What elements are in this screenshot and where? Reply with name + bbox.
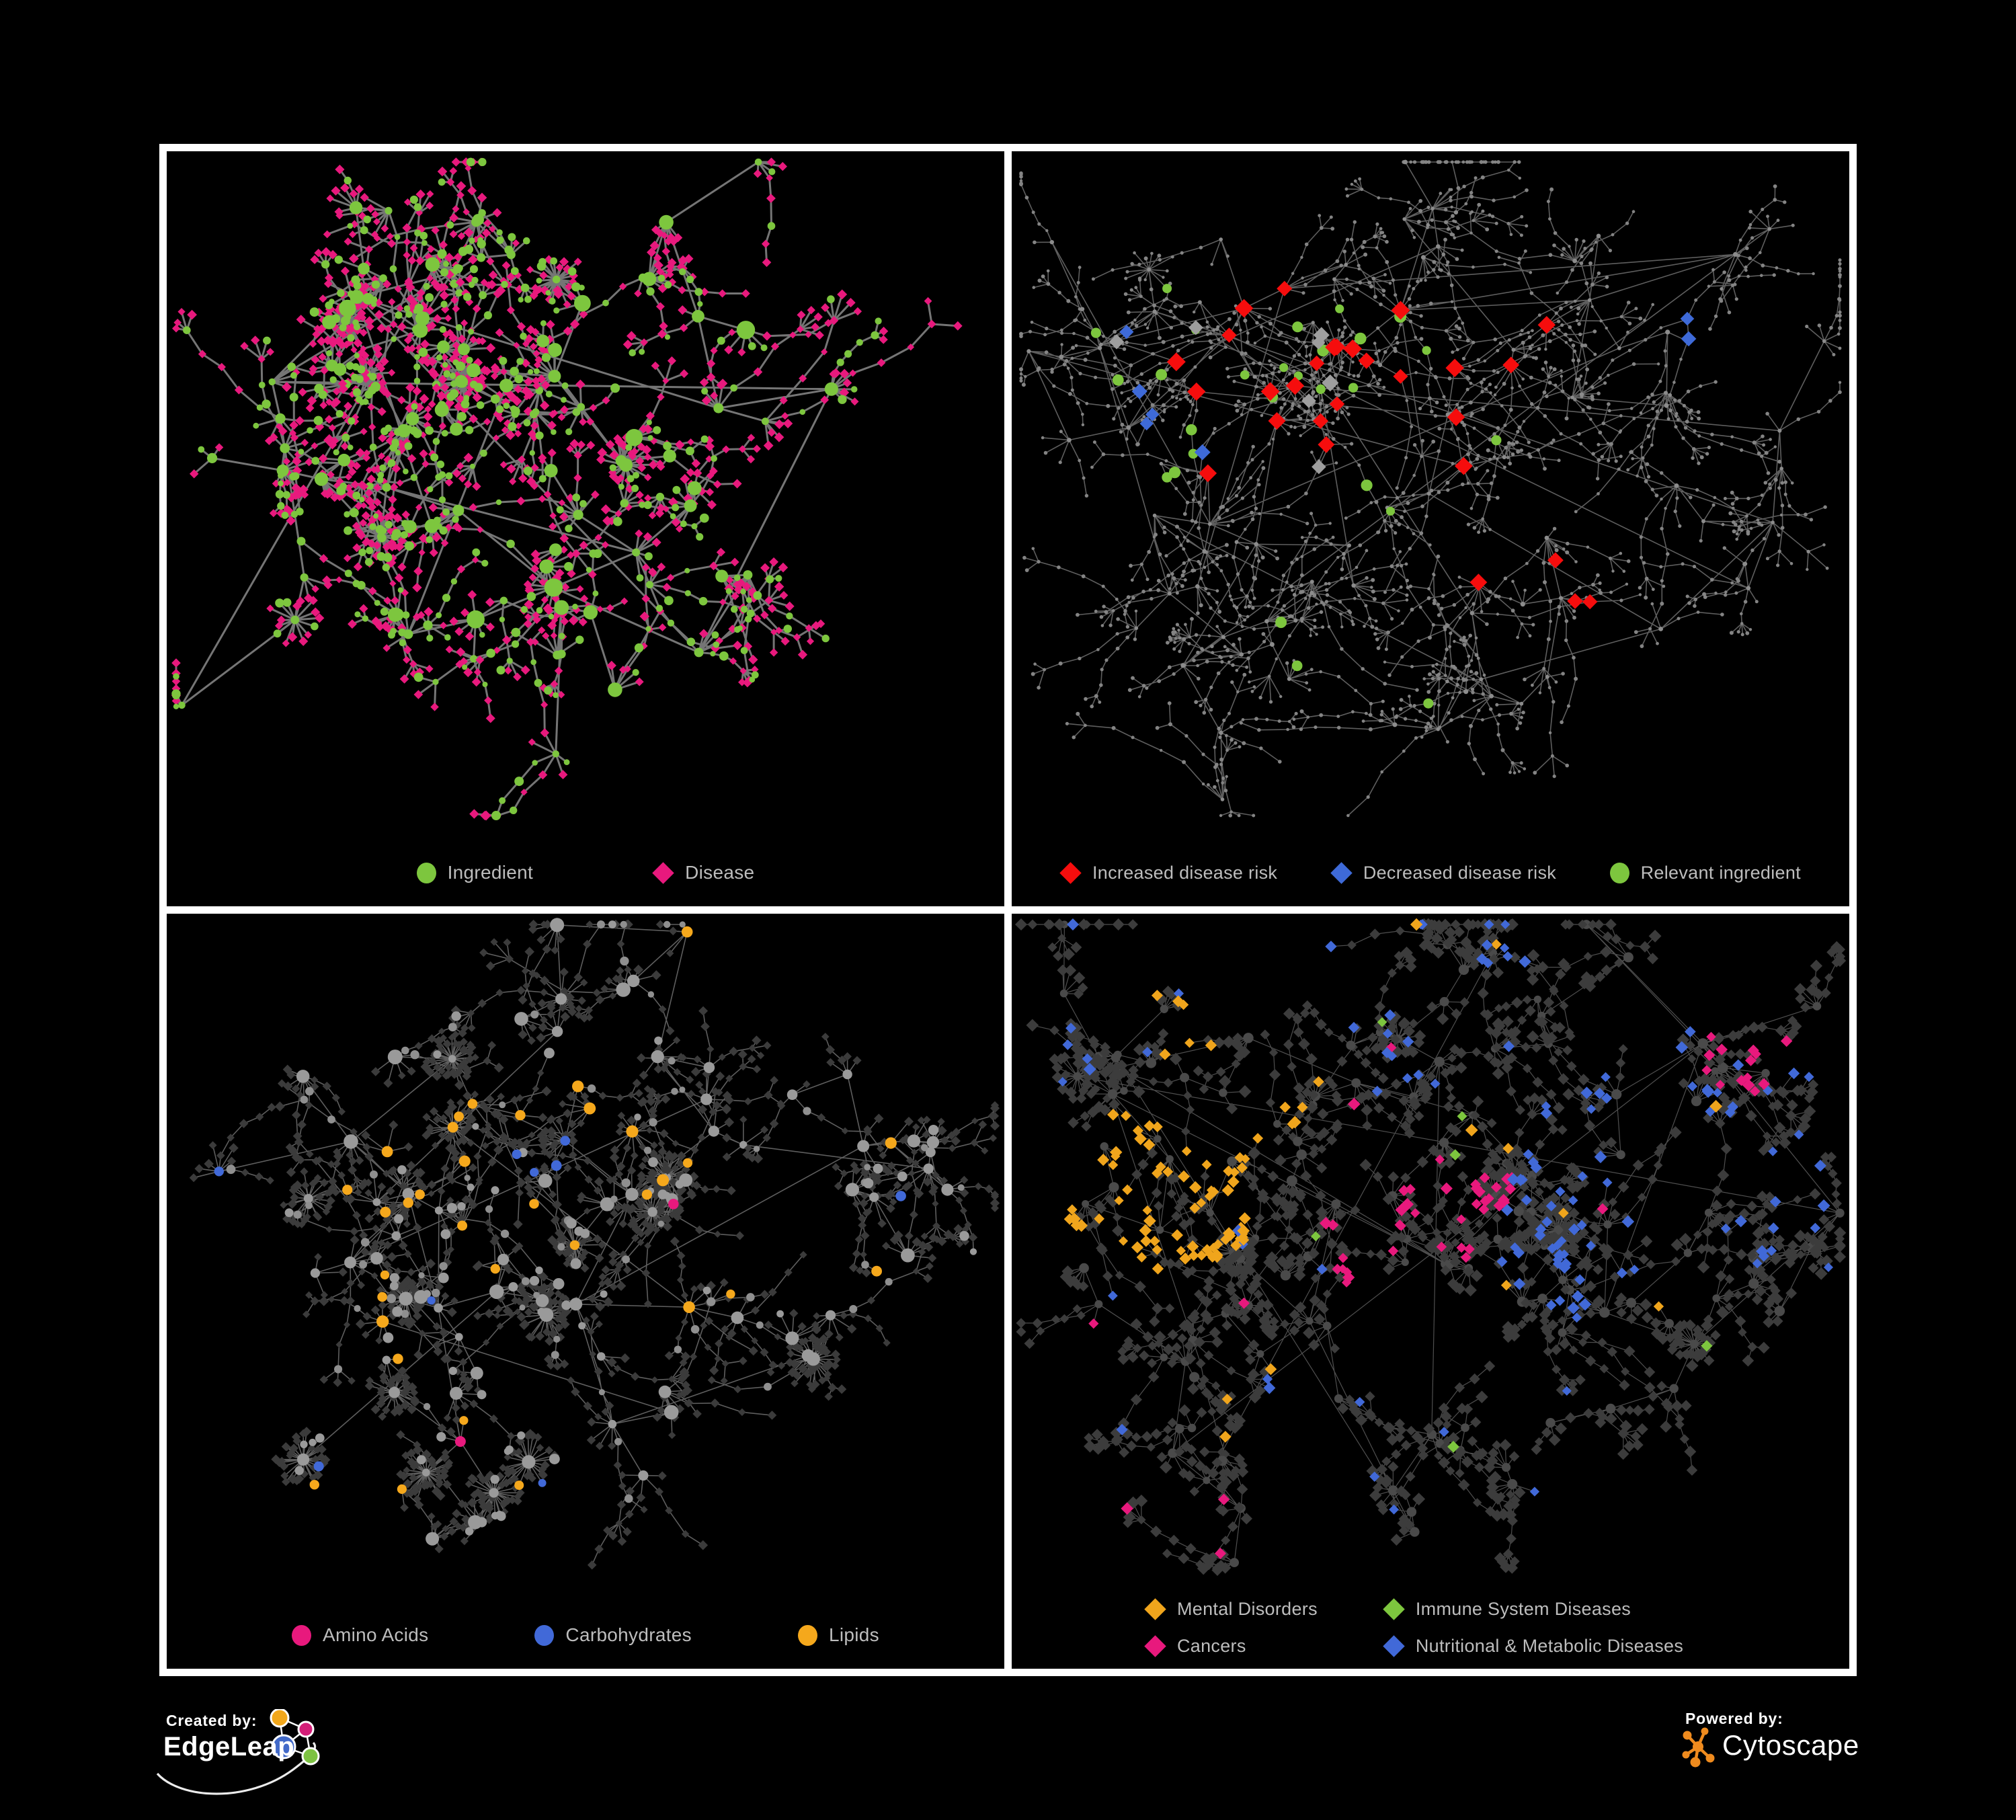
panel-nutrient-classes: Amino Acids Carbohydrates Lipids (167, 914, 1004, 1669)
legend-item-nutritional-metabolic-diseases: Nutritional & Metabolic Diseases (1383, 1635, 1684, 1657)
diamond-swatch-icon (1383, 1598, 1405, 1620)
legend: Ingredient Disease (167, 861, 1004, 884)
diamond-swatch-icon (652, 861, 674, 884)
legend-item-disease: Disease (652, 861, 755, 884)
diamond-swatch-icon (1059, 862, 1082, 884)
created-by-label: Created by: (166, 1712, 257, 1729)
legend: Amino Acids Carbohydrates Lipids (167, 1624, 1004, 1646)
panel-ingredient-disease: Ingredient Disease (167, 151, 1004, 906)
legend-item-carbohydrates: Carbohydrates (534, 1624, 692, 1646)
panel-disease-categories: Mental Disorders Immune System Diseases Ca… (1012, 914, 1849, 1669)
edgeleap-wordmark: EdgeLeap (163, 1732, 295, 1762)
legend-item-cancers: Cancers (1144, 1635, 1318, 1657)
legend-label: Immune System Diseases (1415, 1599, 1631, 1619)
legend-item-mental-disorders: Mental Disorders (1144, 1598, 1318, 1620)
circle-swatch-icon (1609, 863, 1629, 883)
legend-label: Lipids (828, 1624, 879, 1645)
legend-label: Ingredient (447, 862, 534, 883)
legend-item-lipids: Lipids (797, 1624, 879, 1646)
legend-label: Relevant ingredient (1640, 863, 1801, 883)
circle-swatch-icon (416, 862, 436, 883)
legend-item-increased-disease-risk: Increased disease risk (1059, 862, 1278, 884)
legend-label: Carbohydrates (565, 1624, 692, 1645)
legend-label: Decreased disease risk (1363, 863, 1557, 883)
panels-grid: Ingredient Disease Increased disease risk… (167, 151, 1849, 1669)
circle-swatch-icon (292, 1624, 312, 1646)
legend: Increased disease risk Decreased disease … (1012, 862, 1849, 884)
nutrient-classes-network-graphic (189, 918, 1000, 1570)
legend-label: Cancers (1177, 1636, 1246, 1656)
ingredient-disease-network-graphic (171, 157, 963, 821)
panels-frame: Ingredient Disease Increased disease risk… (159, 144, 1857, 1676)
legend-label: Amino Acids (323, 1624, 429, 1645)
legend-item-decreased-disease-risk: Decreased disease risk (1330, 862, 1557, 884)
disease-categories-network-graphic (1015, 918, 1847, 1576)
circle-swatch-icon (534, 1624, 555, 1646)
legend-label: Increased disease risk (1092, 863, 1278, 883)
legend-item-amino-acids: Amino Acids (292, 1624, 428, 1646)
diamond-swatch-icon (1330, 862, 1353, 884)
diamond-swatch-icon (1144, 1635, 1166, 1657)
powered-by-label: Powered by: (1685, 1710, 1783, 1727)
cytoscape-logo-icon (1682, 1727, 1715, 1768)
legend-item-relevant-ingredient: Relevant ingredient (1609, 863, 1801, 883)
legend-item-immune-system-diseases: Immune System Diseases (1383, 1598, 1683, 1620)
legend: Mental Disorders Immune System Diseases Ca… (1012, 1598, 1849, 1657)
edgeleap-logo-icon (156, 1709, 320, 1795)
disease-risk-network-graphic (1019, 159, 1842, 818)
legend-label: Nutritional & Metabolic Diseases (1415, 1636, 1684, 1656)
diamond-swatch-icon (1383, 1635, 1405, 1657)
legend-label: Mental Disorders (1177, 1599, 1318, 1619)
circle-swatch-icon (797, 1624, 817, 1646)
panel-disease-risk: Increased disease risk Decreased disease … (1012, 151, 1849, 906)
cytoscape-wordmark: Cytoscape (1722, 1729, 1859, 1761)
diamond-swatch-icon (1144, 1598, 1166, 1620)
legend-label: Disease (685, 862, 755, 883)
legend-item-ingredient: Ingredient (416, 862, 534, 883)
